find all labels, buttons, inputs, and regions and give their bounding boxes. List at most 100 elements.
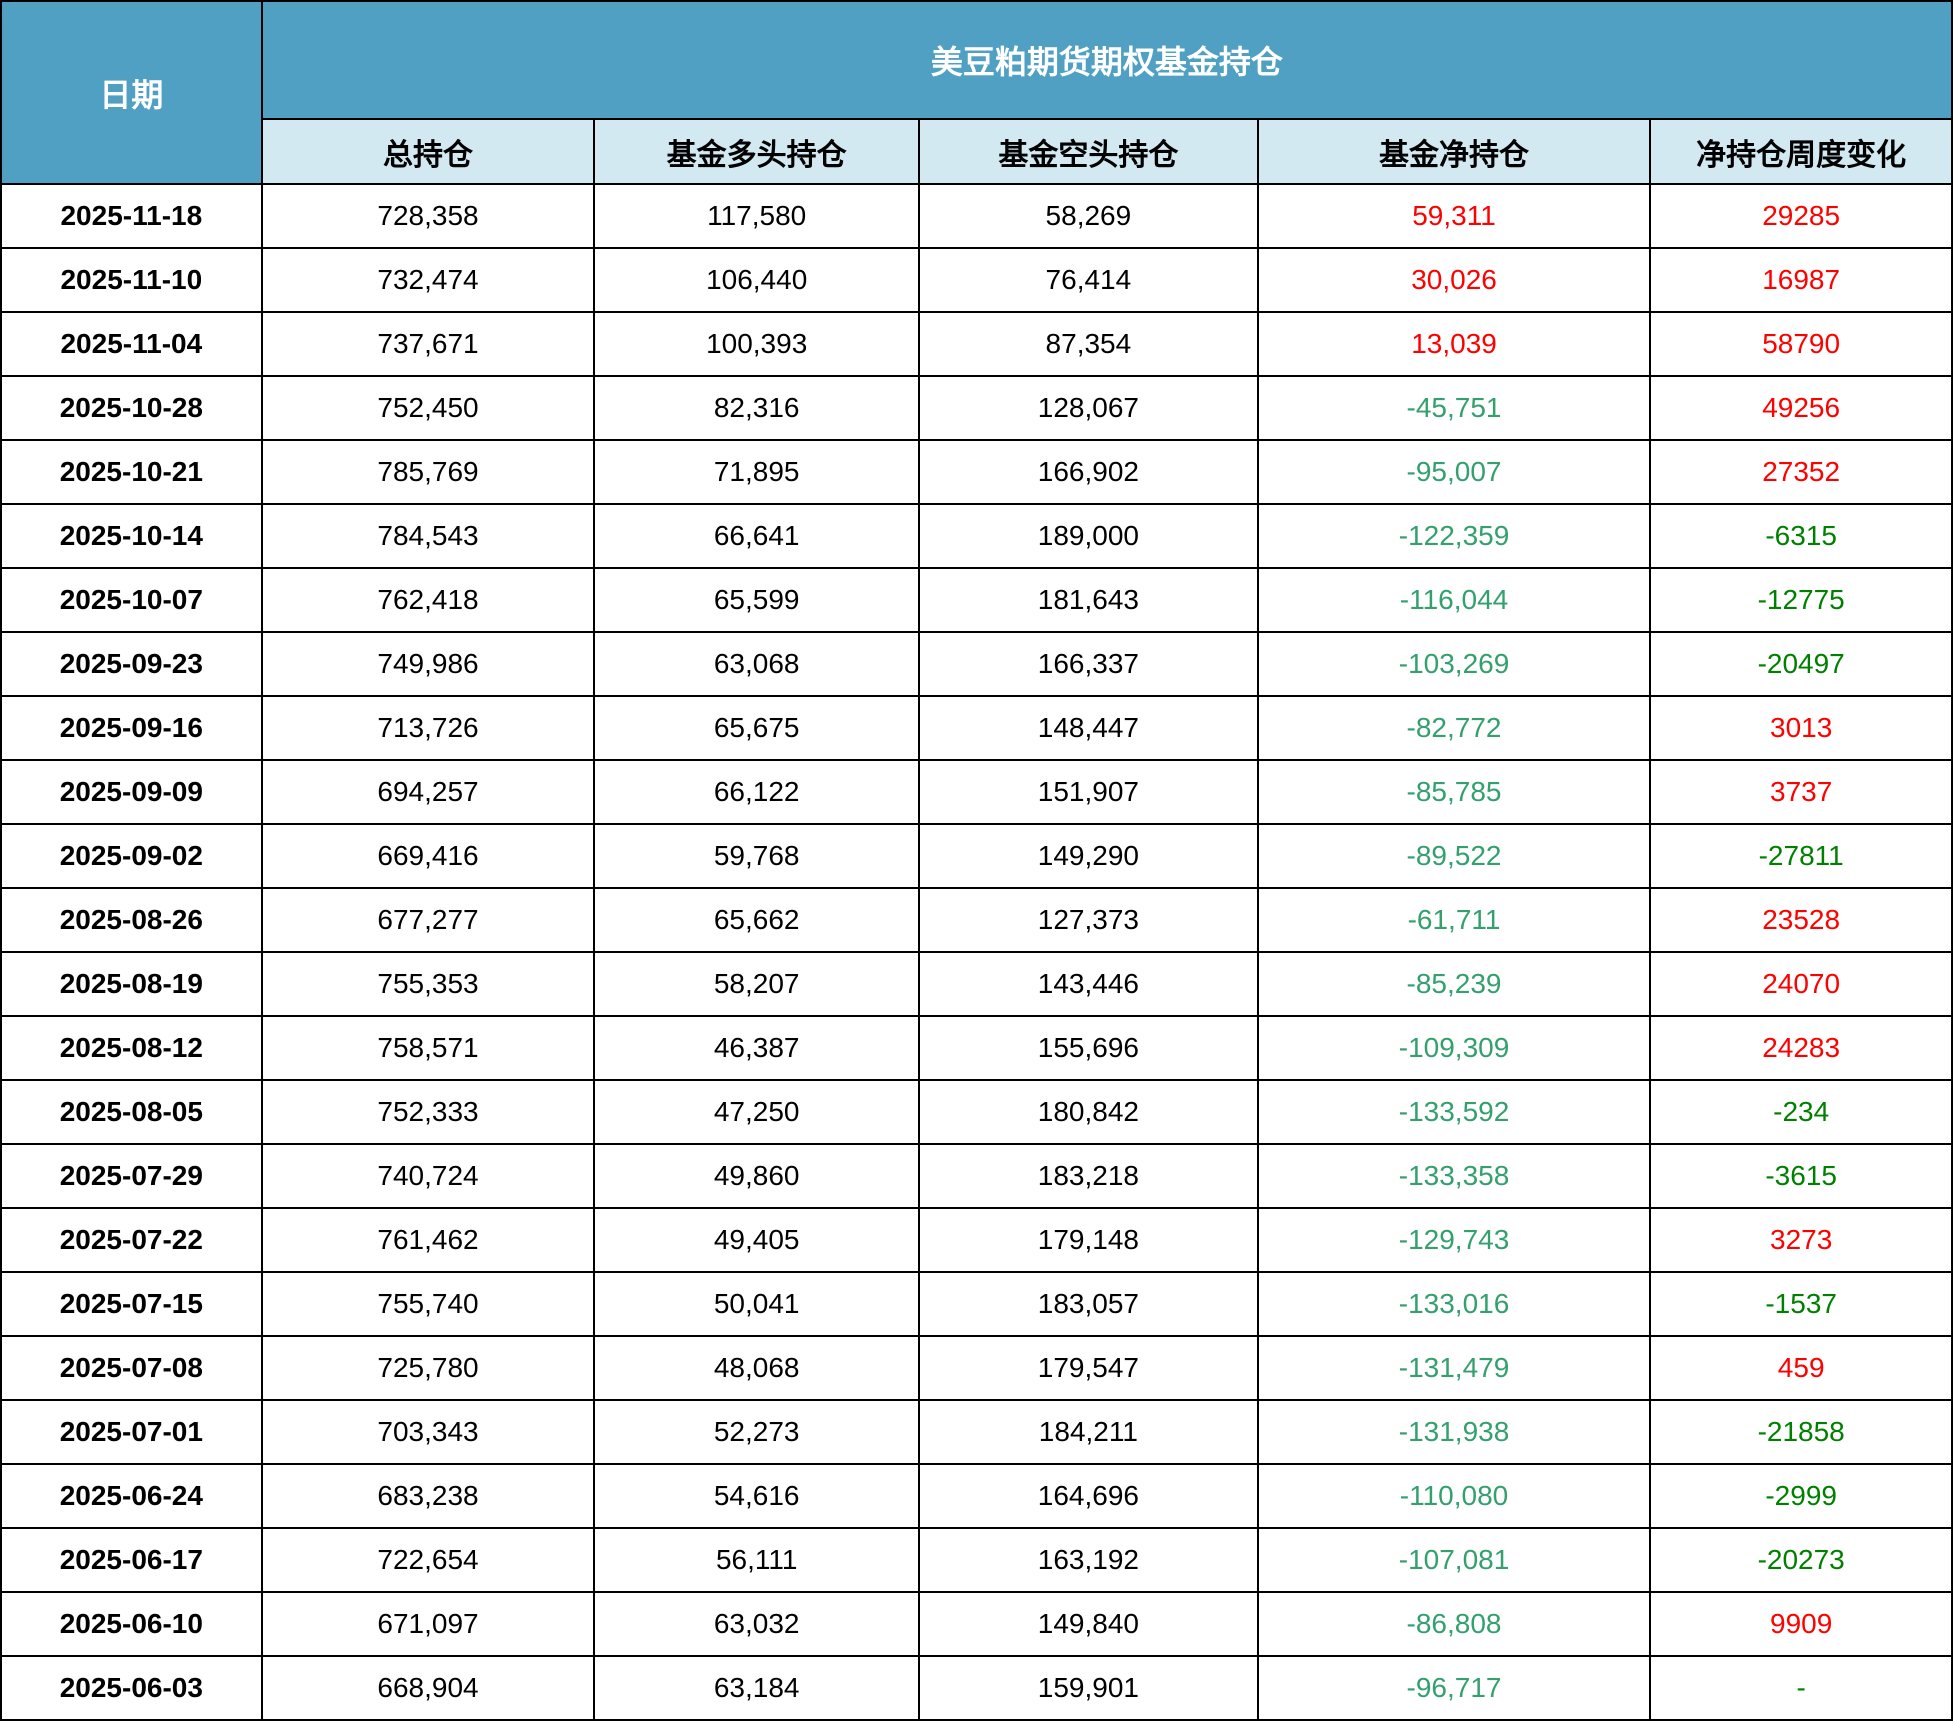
- short-cell: 159,901: [918, 1655, 1259, 1721]
- net-cell: -85,785: [1256, 759, 1652, 825]
- column-header-short: 基金空头持仓: [918, 118, 1259, 185]
- table-row: 2025-08-05 752,333 47,250 180,842 -133,5…: [0, 1079, 1953, 1145]
- short-cell: 189,000: [918, 503, 1259, 569]
- date-cell: 2025-09-23: [0, 631, 263, 697]
- net-cell: -89,522: [1256, 823, 1652, 889]
- total-cell: 752,450: [260, 375, 596, 441]
- change-cell: -27811: [1649, 823, 1953, 889]
- table-row: 2025-10-07 762,418 65,599 181,643 -116,0…: [0, 567, 1953, 633]
- short-cell: 149,290: [918, 823, 1259, 889]
- date-cell: 2025-07-29: [0, 1143, 263, 1209]
- table-row: 2025-11-10 732,474 106,440 76,414 30,026…: [0, 247, 1953, 313]
- net-cell: -131,479: [1256, 1335, 1652, 1401]
- table-body: 2025-11-18 728,358 117,580 58,269 59,311…: [0, 183, 1953, 1721]
- change-cell: 23528: [1649, 887, 1953, 953]
- long-cell: 63,068: [593, 631, 921, 697]
- net-cell: -110,080: [1256, 1463, 1652, 1529]
- long-cell: 47,250: [593, 1079, 921, 1145]
- total-cell: 683,238: [260, 1463, 596, 1529]
- total-cell: 703,343: [260, 1399, 596, 1465]
- date-cell: 2025-06-10: [0, 1591, 263, 1657]
- change-cell: -: [1649, 1655, 1953, 1721]
- column-header-change: 净持仓周度变化: [1649, 118, 1953, 185]
- total-cell: 669,416: [260, 823, 596, 889]
- short-cell: 166,902: [918, 439, 1259, 505]
- change-cell: -234: [1649, 1079, 1953, 1145]
- long-cell: 54,616: [593, 1463, 921, 1529]
- long-cell: 117,580: [593, 183, 921, 249]
- short-cell: 151,907: [918, 759, 1259, 825]
- long-cell: 52,273: [593, 1399, 921, 1465]
- net-cell: -82,772: [1256, 695, 1652, 761]
- date-cell: 2025-09-02: [0, 823, 263, 889]
- short-cell: 183,218: [918, 1143, 1259, 1209]
- total-cell: 737,671: [260, 311, 596, 377]
- long-cell: 82,316: [593, 375, 921, 441]
- change-cell: 27352: [1649, 439, 1953, 505]
- long-cell: 58,207: [593, 951, 921, 1017]
- total-cell: 732,474: [260, 247, 596, 313]
- change-cell: 3273: [1649, 1207, 1953, 1273]
- change-cell: -6315: [1649, 503, 1953, 569]
- net-cell: -96,717: [1256, 1655, 1652, 1721]
- short-cell: 143,446: [918, 951, 1259, 1017]
- change-cell: 29285: [1649, 183, 1953, 249]
- table-row: 2025-07-29 740,724 49,860 183,218 -133,3…: [0, 1143, 1953, 1209]
- net-cell: -95,007: [1256, 439, 1652, 505]
- total-cell: 671,097: [260, 1591, 596, 1657]
- short-cell: 181,643: [918, 567, 1259, 633]
- net-cell: 59,311: [1256, 183, 1652, 249]
- net-cell: 30,026: [1256, 247, 1652, 313]
- date-cell: 2025-07-22: [0, 1207, 263, 1273]
- net-cell: -103,269: [1256, 631, 1652, 697]
- long-cell: 66,122: [593, 759, 921, 825]
- table-row: 2025-08-19 755,353 58,207 143,446 -85,23…: [0, 951, 1953, 1017]
- net-cell: -61,711: [1256, 887, 1652, 953]
- long-cell: 65,675: [593, 695, 921, 761]
- long-cell: 49,860: [593, 1143, 921, 1209]
- change-cell: 58790: [1649, 311, 1953, 377]
- long-cell: 63,032: [593, 1591, 921, 1657]
- table-row: 2025-06-03 668,904 63,184 159,901 -96,71…: [0, 1655, 1953, 1721]
- net-cell: -133,592: [1256, 1079, 1652, 1145]
- table-row: 2025-06-10 671,097 63,032 149,840 -86,80…: [0, 1591, 1953, 1657]
- change-cell: -21858: [1649, 1399, 1953, 1465]
- total-cell: 749,986: [260, 631, 596, 697]
- change-cell: 16987: [1649, 247, 1953, 313]
- total-cell: 758,571: [260, 1015, 596, 1081]
- long-cell: 59,768: [593, 823, 921, 889]
- date-cell: 2025-07-01: [0, 1399, 263, 1465]
- table-row: 2025-09-23 749,986 63,068 166,337 -103,2…: [0, 631, 1953, 697]
- table-row: 2025-09-16 713,726 65,675 148,447 -82,77…: [0, 695, 1953, 761]
- short-cell: 87,354: [918, 311, 1259, 377]
- table-title: 美豆粕期货期权基金持仓: [260, 0, 1953, 120]
- short-cell: 148,447: [918, 695, 1259, 761]
- table-row: 2025-10-28 752,450 82,316 128,067 -45,75…: [0, 375, 1953, 441]
- change-cell: 9909: [1649, 1591, 1953, 1657]
- net-cell: -131,938: [1256, 1399, 1652, 1465]
- net-cell: 13,039: [1256, 311, 1652, 377]
- total-cell: 785,769: [260, 439, 596, 505]
- change-cell: -20273: [1649, 1527, 1953, 1593]
- table-row: 2025-10-21 785,769 71,895 166,902 -95,00…: [0, 439, 1953, 505]
- table-row: 2025-07-22 761,462 49,405 179,148 -129,7…: [0, 1207, 1953, 1273]
- date-cell: 2025-10-28: [0, 375, 263, 441]
- total-cell: 677,277: [260, 887, 596, 953]
- change-cell: -3615: [1649, 1143, 1953, 1209]
- table-row: 2025-08-26 677,277 65,662 127,373 -61,71…: [0, 887, 1953, 953]
- date-cell: 2025-10-07: [0, 567, 263, 633]
- short-cell: 179,148: [918, 1207, 1259, 1273]
- total-cell: 762,418: [260, 567, 596, 633]
- table-row: 2025-07-08 725,780 48,068 179,547 -131,4…: [0, 1335, 1953, 1401]
- net-cell: -116,044: [1256, 567, 1652, 633]
- short-cell: 166,337: [918, 631, 1259, 697]
- change-cell: 49256: [1649, 375, 1953, 441]
- total-cell: 668,904: [260, 1655, 596, 1721]
- total-cell: 784,543: [260, 503, 596, 569]
- short-cell: 127,373: [918, 887, 1259, 953]
- table-row: 2025-06-17 722,654 56,111 163,192 -107,0…: [0, 1527, 1953, 1593]
- change-cell: 3737: [1649, 759, 1953, 825]
- short-cell: 163,192: [918, 1527, 1259, 1593]
- change-cell: 24283: [1649, 1015, 1953, 1081]
- column-header-net: 基金净持仓: [1256, 118, 1652, 185]
